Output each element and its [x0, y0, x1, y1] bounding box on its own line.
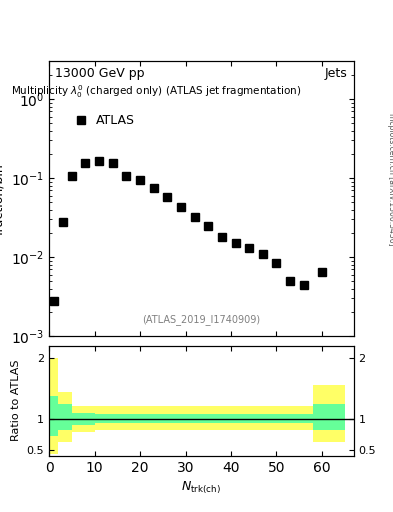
Text: mcplots.cern.ch [arXiv:1306.3436]: mcplots.cern.ch [arXiv:1306.3436] [387, 113, 393, 246]
Y-axis label: fraction/bin: fraction/bin [0, 163, 6, 234]
Text: Multiplicity $\lambda_0^0$ (charged only) (ATLAS jet fragmentation): Multiplicity $\lambda_0^0$ (charged only… [11, 83, 301, 100]
Y-axis label: Ratio to ATLAS: Ratio to ATLAS [11, 360, 21, 441]
X-axis label: $N_{\rm{trk(ch)}}$: $N_{\rm{trk(ch)}}$ [182, 480, 221, 497]
Text: (ATLAS_2019_I1740909): (ATLAS_2019_I1740909) [142, 314, 261, 325]
Text: 13000 GeV pp: 13000 GeV pp [55, 67, 145, 80]
Text: Jets: Jets [325, 67, 348, 80]
Legend: ATLAS: ATLAS [71, 109, 140, 132]
